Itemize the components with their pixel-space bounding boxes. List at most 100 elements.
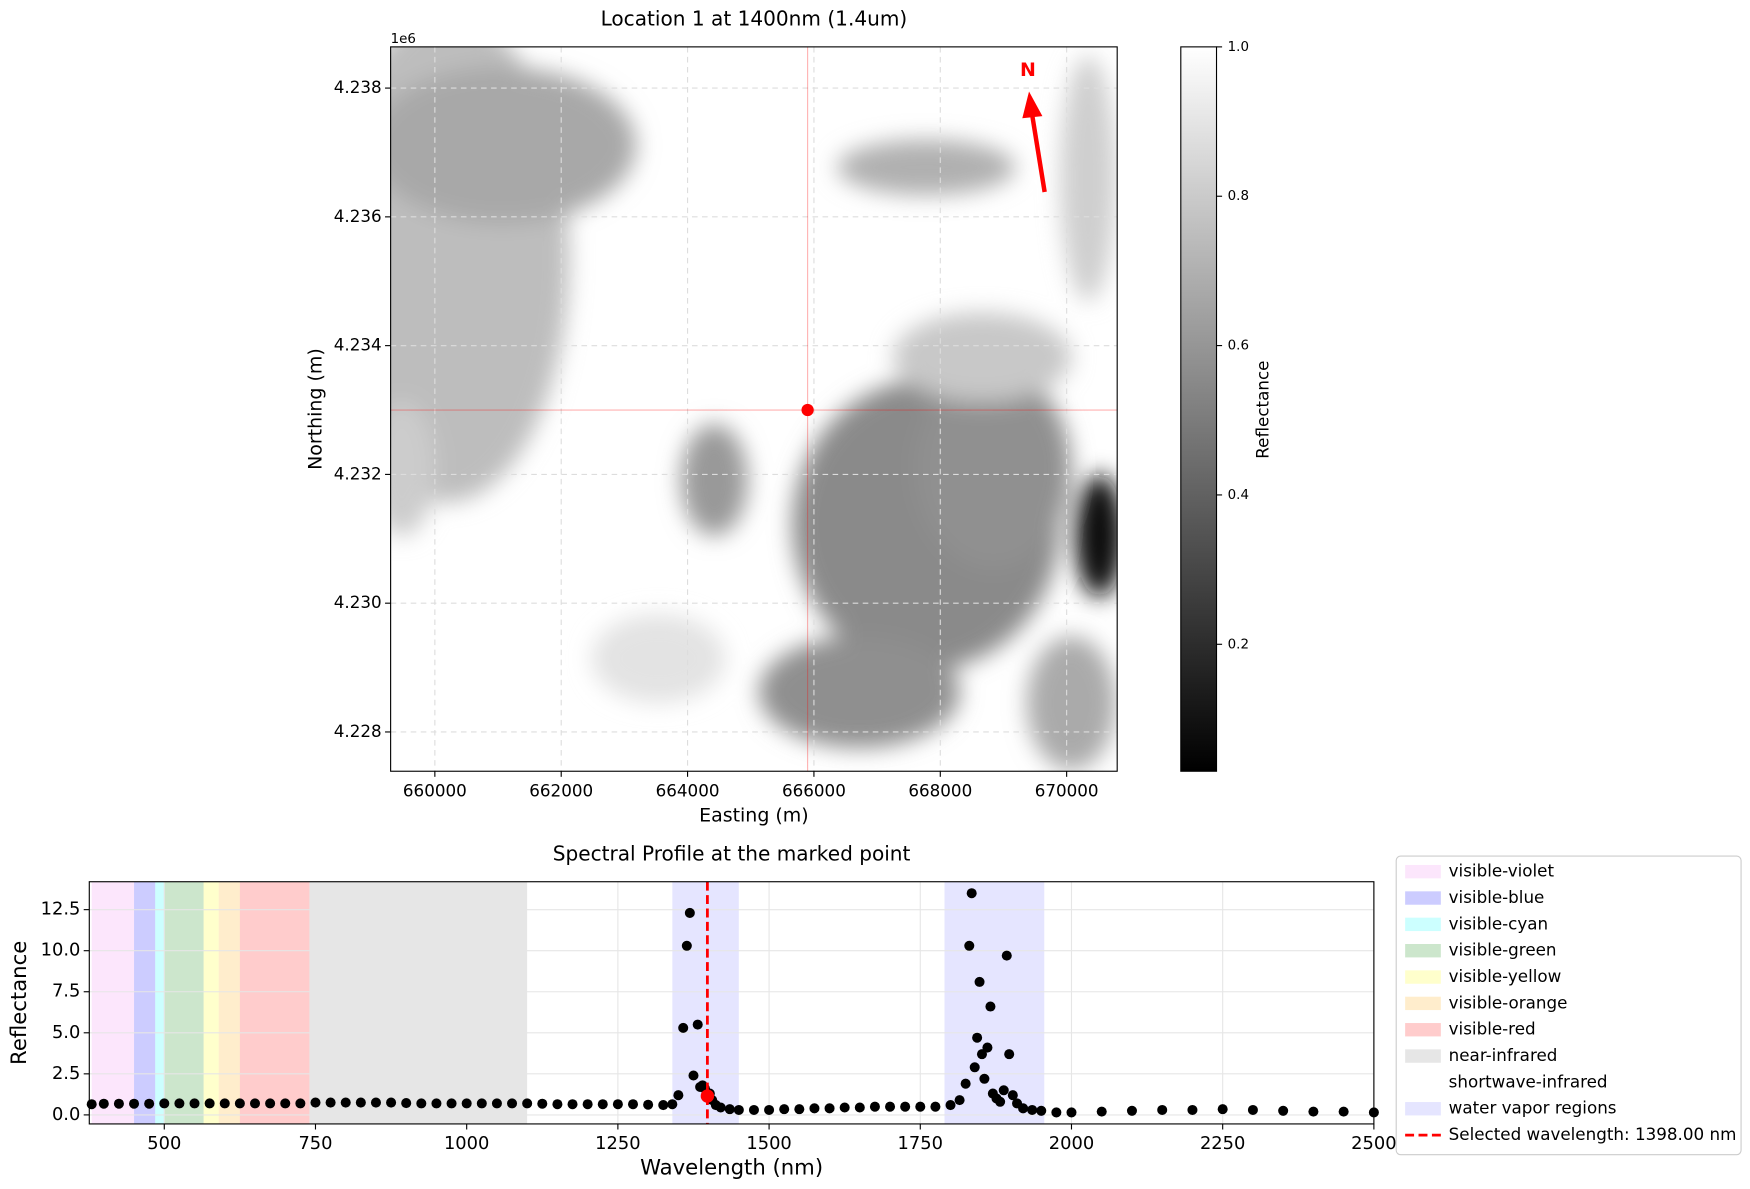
data-point bbox=[1338, 1106, 1349, 1117]
legend-label: visible-violet bbox=[1449, 861, 1555, 881]
data-point bbox=[724, 1104, 735, 1115]
data-point bbox=[310, 1097, 321, 1108]
data-point bbox=[86, 1099, 97, 1110]
band-region bbox=[155, 881, 165, 1124]
data-point bbox=[204, 1098, 215, 1109]
x-tick-label: 2500 bbox=[1351, 1133, 1396, 1154]
data-point bbox=[1126, 1105, 1137, 1116]
data-point bbox=[667, 1099, 678, 1110]
data-point bbox=[985, 1001, 996, 1012]
legend-label: shortwave-infrared bbox=[1449, 1071, 1608, 1091]
data-point bbox=[715, 1102, 726, 1113]
marked-point bbox=[700, 1089, 715, 1103]
chart-title: Location 1 at 1400nm (1.4um) bbox=[601, 7, 908, 31]
x-tick-label: 2250 bbox=[1200, 1133, 1245, 1154]
legend-label: visible-yellow bbox=[1449, 966, 1562, 986]
y-tick-label: 4.230 bbox=[334, 592, 382, 612]
north-arrow bbox=[1030, 115, 1047, 193]
data-point bbox=[954, 1095, 965, 1106]
data-point bbox=[966, 888, 977, 899]
data-point bbox=[1036, 1105, 1047, 1116]
y-tick-label: 12.5 bbox=[41, 899, 81, 920]
band-region bbox=[309, 881, 528, 1124]
data-point bbox=[416, 1098, 427, 1109]
data-point bbox=[839, 1102, 850, 1113]
y-tick-label: 2.5 bbox=[52, 1063, 80, 1084]
data-point bbox=[779, 1104, 790, 1115]
legend-label: water vapor regions bbox=[1449, 1098, 1617, 1118]
data-point bbox=[1217, 1104, 1228, 1115]
x-tick-label: 668000 bbox=[908, 780, 972, 800]
data-point bbox=[673, 1090, 684, 1101]
legend-label: visible-orange bbox=[1449, 992, 1568, 1012]
data-point bbox=[869, 1101, 880, 1112]
x-tick-label: 1500 bbox=[746, 1133, 791, 1154]
raster-image bbox=[390, 46, 1118, 772]
data-point bbox=[189, 1098, 200, 1109]
data-point bbox=[764, 1104, 775, 1115]
data-point bbox=[234, 1098, 245, 1109]
band-region bbox=[527, 881, 1374, 1124]
data-point bbox=[325, 1097, 336, 1108]
x-tick-label: 1250 bbox=[595, 1133, 640, 1154]
legend-swatch bbox=[1405, 996, 1441, 1011]
data-point bbox=[461, 1098, 472, 1109]
data-point bbox=[945, 1100, 956, 1111]
data-point bbox=[446, 1098, 457, 1109]
colorbar bbox=[1180, 46, 1217, 772]
data-point bbox=[658, 1100, 669, 1111]
legend-swatch bbox=[1405, 1075, 1441, 1090]
data-point bbox=[627, 1099, 639, 1110]
data-point bbox=[809, 1103, 820, 1114]
axes-frame bbox=[390, 46, 1118, 772]
colorbar-label: Reflectance bbox=[1252, 361, 1272, 459]
legend-swatch bbox=[1405, 1023, 1441, 1037]
data-point bbox=[1308, 1106, 1319, 1117]
band-region bbox=[239, 881, 310, 1124]
legend-swatch bbox=[1405, 864, 1441, 879]
legend-swatch bbox=[1405, 944, 1441, 958]
y-tick-label: 0.0 bbox=[52, 1104, 80, 1125]
data-point bbox=[1004, 1049, 1015, 1060]
data-point bbox=[431, 1098, 442, 1109]
data-point bbox=[401, 1098, 412, 1109]
data-point bbox=[678, 1022, 689, 1033]
y-tick-label: 4.234 bbox=[334, 335, 382, 355]
y-tick-label: 4.238 bbox=[334, 77, 382, 97]
data-point bbox=[340, 1097, 351, 1108]
data-point bbox=[1187, 1104, 1198, 1115]
data-point bbox=[1007, 1090, 1018, 1101]
data-point bbox=[582, 1099, 593, 1110]
data-point bbox=[900, 1101, 911, 1112]
colorbar-tick-label: 1.0 bbox=[1228, 40, 1249, 55]
legend-label: visible-cyan bbox=[1449, 913, 1548, 933]
data-point bbox=[684, 907, 695, 918]
legend-swatch bbox=[1405, 1049, 1441, 1063]
x-axis-label: Wavelength (nm) bbox=[640, 1155, 823, 1180]
x-tick-label: 664000 bbox=[656, 780, 720, 800]
data-point bbox=[612, 1099, 623, 1110]
data-point bbox=[1027, 1104, 1038, 1115]
colorbar-tick-label: 0.8 bbox=[1228, 189, 1249, 204]
data-point bbox=[885, 1101, 896, 1112]
data-point bbox=[567, 1099, 578, 1110]
y-offset-label: 1e6 bbox=[391, 32, 416, 47]
legend-label: visible-blue bbox=[1449, 887, 1545, 907]
legend-box bbox=[1395, 855, 1742, 1156]
data-point bbox=[915, 1101, 926, 1112]
legend-label: Selected wavelength: 1398.00 nm bbox=[1449, 1124, 1737, 1144]
y-tick-label: 4.236 bbox=[334, 206, 382, 226]
data-point bbox=[597, 1099, 608, 1110]
y-tick-label: 5.0 bbox=[52, 1022, 80, 1043]
colorbar-tick-label: 0.2 bbox=[1228, 637, 1249, 652]
legend-label: near-infrared bbox=[1449, 1045, 1558, 1065]
colorbar-frame bbox=[1180, 46, 1218, 772]
data-point bbox=[144, 1098, 155, 1109]
data-point bbox=[748, 1104, 759, 1115]
north-label: N bbox=[1020, 59, 1036, 81]
data-point bbox=[113, 1098, 124, 1109]
chart-title: Spectral Profile at the marked point bbox=[553, 841, 911, 865]
data-point bbox=[824, 1103, 835, 1114]
data-point bbox=[1278, 1105, 1289, 1116]
